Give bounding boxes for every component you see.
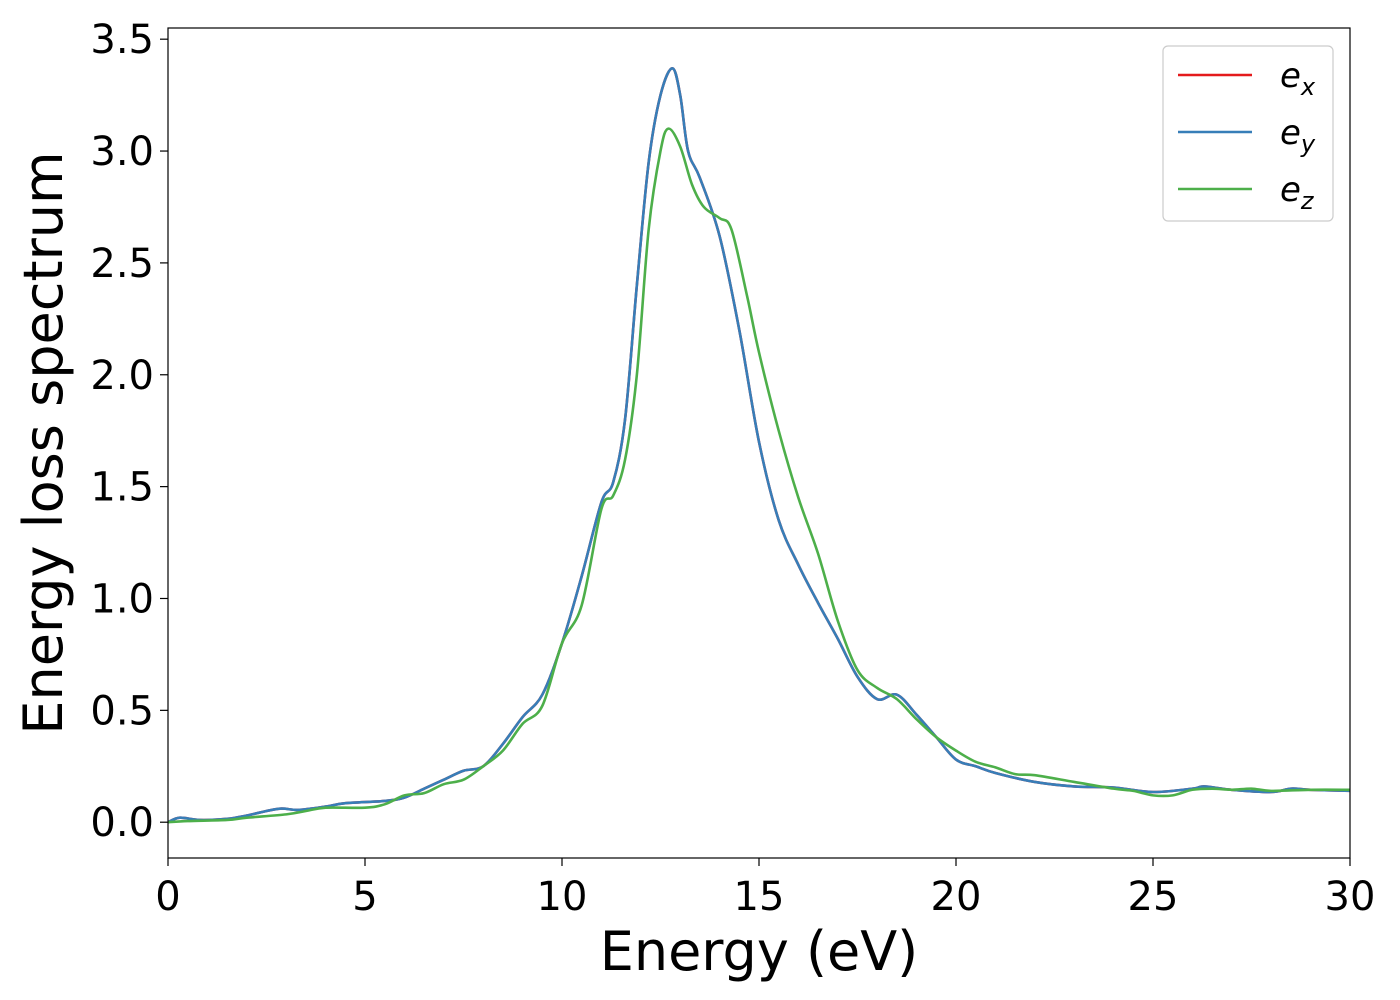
y-axis: 0.0 0.5 1.0 1.5 2.0 2.5 3.0 3.5 xyxy=(90,17,168,846)
x-axis: 0 5 10 15 20 25 30 xyxy=(155,858,1375,920)
y-tick-label: 0.5 xyxy=(90,688,154,734)
y-tick-label: 1.5 xyxy=(90,465,154,511)
x-tick-label: 10 xyxy=(537,874,588,920)
x-axis-title: Energy (eV) xyxy=(600,920,919,983)
y-tick-label: 1.0 xyxy=(90,576,154,622)
x-tick-label: 15 xyxy=(734,874,785,920)
x-tick-label: 30 xyxy=(1325,874,1376,920)
series-layer xyxy=(167,66,1351,824)
legend-label-e-y: ey xyxy=(1280,113,1316,158)
y-axis-title: Energy loss spectrum xyxy=(12,151,75,734)
y-tick-label: 3.5 xyxy=(90,17,154,63)
x-tick-label: 20 xyxy=(931,874,982,920)
x-tick-label: 5 xyxy=(352,874,377,920)
y-tick-label: 2.5 xyxy=(90,241,154,287)
x-tick-label: 0 xyxy=(155,874,180,920)
legend: ex ey ez xyxy=(1162,45,1334,222)
y-tick-label: 2.0 xyxy=(90,353,154,399)
y-tick-label: 0.0 xyxy=(90,800,154,846)
legend-box xyxy=(1162,45,1334,222)
legend-label-e-z: ez xyxy=(1280,170,1315,215)
x-tick-label: 25 xyxy=(1128,874,1179,920)
legend-label-e-x: ex xyxy=(1280,56,1316,101)
y-tick-label: 3.0 xyxy=(90,129,154,175)
series-line-e-z xyxy=(167,127,1351,824)
